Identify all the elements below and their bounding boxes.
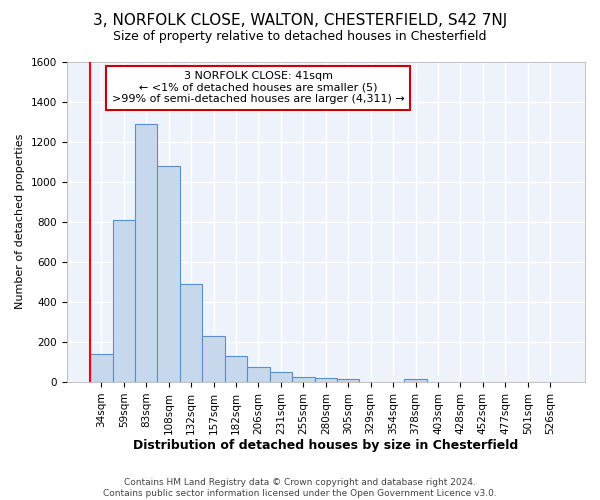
Bar <box>113 220 135 382</box>
Y-axis label: Number of detached properties: Number of detached properties <box>15 134 25 310</box>
Bar <box>135 124 157 382</box>
Text: Contains HM Land Registry data © Crown copyright and database right 2024.
Contai: Contains HM Land Registry data © Crown c… <box>103 478 497 498</box>
Bar <box>202 336 225 382</box>
Bar <box>269 372 292 382</box>
Bar <box>337 379 359 382</box>
Bar <box>292 377 314 382</box>
Bar <box>314 378 337 382</box>
Bar <box>404 379 427 382</box>
Text: Size of property relative to detached houses in Chesterfield: Size of property relative to detached ho… <box>113 30 487 43</box>
Bar <box>90 354 113 382</box>
Bar <box>247 367 269 382</box>
X-axis label: Distribution of detached houses by size in Chesterfield: Distribution of detached houses by size … <box>133 440 518 452</box>
Bar <box>225 356 247 382</box>
Text: 3, NORFOLK CLOSE, WALTON, CHESTERFIELD, S42 7NJ: 3, NORFOLK CLOSE, WALTON, CHESTERFIELD, … <box>93 12 507 28</box>
Bar <box>157 166 180 382</box>
Bar <box>180 284 202 382</box>
Text: 3 NORFOLK CLOSE: 41sqm
← <1% of detached houses are smaller (5)
>99% of semi-det: 3 NORFOLK CLOSE: 41sqm ← <1% of detached… <box>112 71 405 104</box>
